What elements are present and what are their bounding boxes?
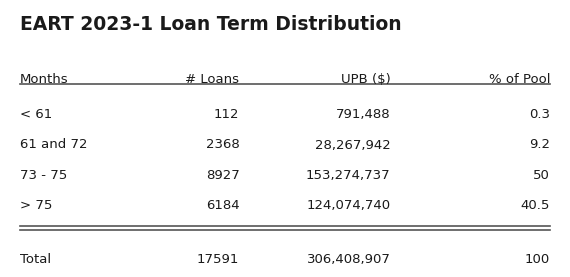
Text: 100: 100: [525, 253, 550, 266]
Text: 0.3: 0.3: [529, 108, 550, 121]
Text: 9.2: 9.2: [529, 138, 550, 152]
Text: 6184: 6184: [206, 199, 239, 212]
Text: 61 and 72: 61 and 72: [20, 138, 87, 152]
Text: > 75: > 75: [20, 199, 52, 212]
Text: 40.5: 40.5: [520, 199, 550, 212]
Text: 8927: 8927: [206, 169, 239, 182]
Text: EART 2023-1 Loan Term Distribution: EART 2023-1 Loan Term Distribution: [20, 15, 402, 34]
Text: 153,274,737: 153,274,737: [306, 169, 390, 182]
Text: Months: Months: [20, 73, 68, 86]
Text: UPB ($): UPB ($): [341, 73, 390, 86]
Text: 73 - 75: 73 - 75: [20, 169, 67, 182]
Text: 306,408,907: 306,408,907: [307, 253, 390, 266]
Text: # Loans: # Loans: [185, 73, 239, 86]
Text: 112: 112: [214, 108, 239, 121]
Text: 791,488: 791,488: [336, 108, 390, 121]
Text: Total: Total: [20, 253, 51, 266]
Text: 2368: 2368: [206, 138, 239, 152]
Text: % of Pool: % of Pool: [488, 73, 550, 86]
Text: 124,074,740: 124,074,740: [306, 199, 390, 212]
Text: 50: 50: [533, 169, 550, 182]
Text: 28,267,942: 28,267,942: [315, 138, 390, 152]
Text: 17591: 17591: [197, 253, 239, 266]
Text: < 61: < 61: [20, 108, 52, 121]
